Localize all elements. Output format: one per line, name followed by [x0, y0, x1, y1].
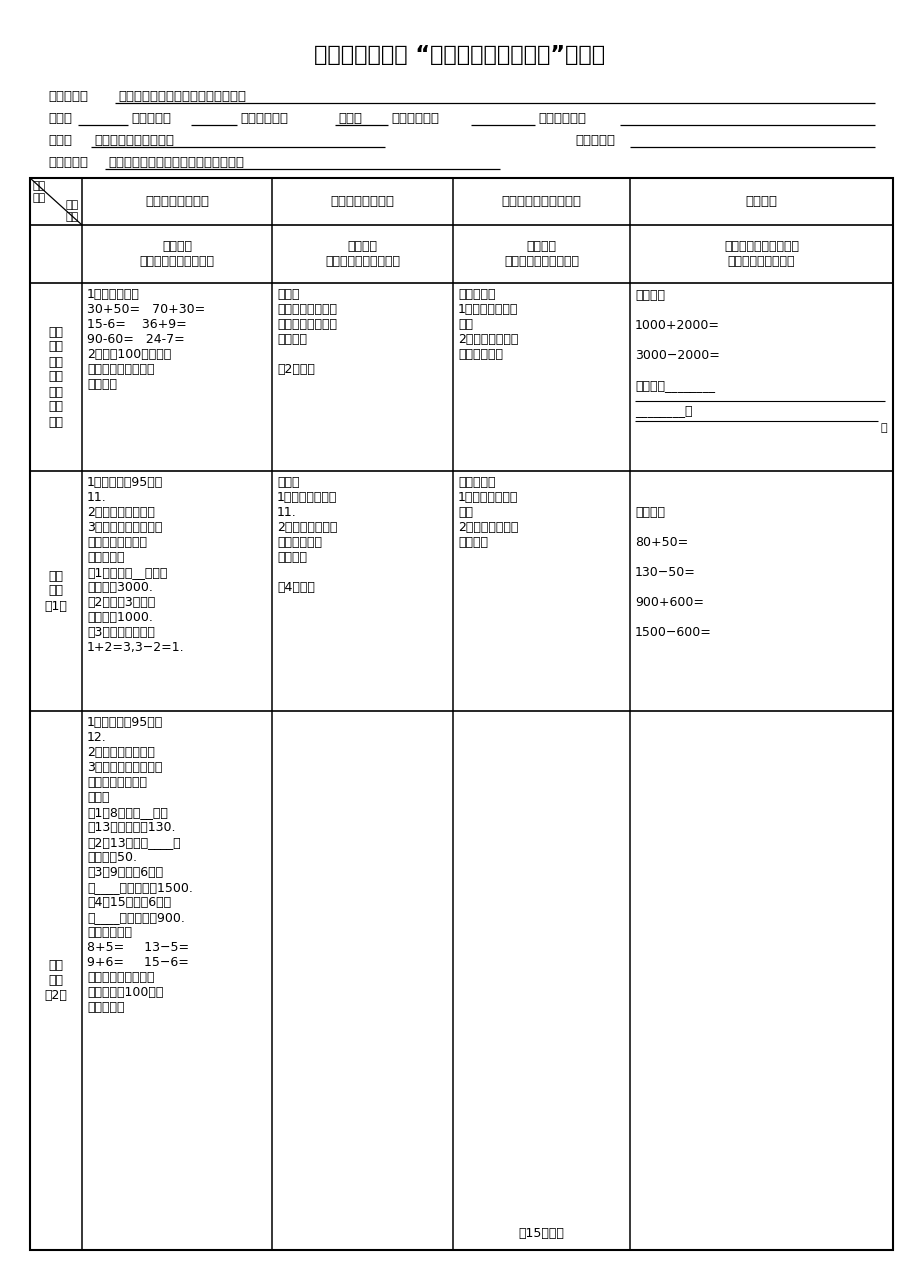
Text: 初案编制者：: 初案编制者：: [240, 112, 288, 125]
Text: 学习目标：: 学习目标：: [48, 156, 88, 169]
Text: 树不修，长不直；人不学，没知识。: 树不修，长不直；人不学，没知识。: [118, 89, 245, 103]
Text: 1、我来抢答。
30+50=   70+30=
15-6=    36+9=
90-60=   24-7=
2、说说100以内数的
进位加法和退位减法
的方法。: 1、我来抢答。 30+50= 70+30= 15-6= 36+9= 90-60=…: [87, 289, 205, 391]
Text: 自学指导
（内容、学法、时间）: 自学指导 （内容、学法、时间）: [140, 240, 214, 268]
Text: 。: 。: [880, 423, 887, 433]
Text: 课题：: 课题：: [48, 134, 72, 147]
Text: 1、自学教材95页列
11.
2、完成书上填空。
3、自己归纳整千加减
法（不进退位）的
口算方法。
（1）可以是__个千加
　个等于3000.
（2）所以3个: 1、自学教材95页列 11. 2、完成书上填空。 3、自己归纳整千加减 法（不进…: [87, 476, 185, 654]
Text: 授课日期：: 授课日期：: [130, 112, 171, 125]
Text: 展示单元一
1、展示自研模块
一。
2、写出算式，说
明口算方法。: 展示单元一 1、展示自研模块 一。 2、写出算式，说 明口算方法。: [458, 289, 517, 361]
Text: ________。: ________。: [634, 404, 692, 418]
Text: 整百、整千数的加减法: 整百、整千数的加减法: [94, 134, 174, 147]
Text: 展示单元二
1、展示自研模块
二。
2、写出算式，归
纳方法。: 展示单元二 1、展示自研模块 二。 2、写出算式，归 纳方法。: [458, 476, 517, 549]
Text: 导学
流程: 导学 流程: [65, 200, 79, 222]
Text: 仁怀市中枢一小 “四性四环节生态课堂”导学案: 仁怀市中枢一小 “四性四环节生态课堂”导学案: [314, 45, 605, 65]
Text: （15分钟）: （15分钟）: [518, 1227, 564, 1240]
Bar: [30, 178, 892, 1250]
Text: 对学：
小对子交流自学内
容，互相检查，达
成共识。

（2分钟）: 对学： 小对子交流自学内 容，互相检查，达 成共识。 （2分钟）: [277, 289, 336, 375]
Text: 1、自学教材95页列
12.
2、完成书上填空。
3、自己归纳整百、整
千数加减法的口算
方法。
（1）8个十加__个十
是13个十，就是130.
（2）13个: 1、自学教材95页列 12. 2、完成书上填空。 3、自己归纳整百、整 千数加减…: [87, 716, 193, 1014]
Text: 班级：: 班级：: [48, 112, 72, 125]
Text: 自研
模块
（1）: 自研 模块 （1）: [44, 570, 67, 613]
Text: 重点摘记、成果记录、
知识生成、规律总结: 重点摘记、成果记录、 知识生成、规律总结: [723, 240, 798, 268]
Text: 自学（自探环节）: 自学（自探环节）: [145, 195, 209, 208]
Text: 展学（提质措施环节）: 展学（提质措施环节）: [501, 195, 581, 208]
Text: 互动策略
（内容、形式、时间）: 互动策略 （内容、形式、时间）: [324, 240, 400, 268]
Text: 合学（探究环节）: 合学（探究环节）: [330, 195, 394, 208]
Text: 能正确熟练地口算整百整千数的加减。: 能正确熟练地口算整百整千数的加减。: [108, 156, 244, 169]
Text: 每日一句：: 每日一句：: [48, 89, 88, 103]
Text: 复习
旧知
（做
好学
习新
知辅
垫）: 复习 旧知 （做 好学 习新 知辅 垫）: [49, 326, 63, 429]
Text: 张连秀: 张连秀: [337, 112, 361, 125]
Text: 学生姓名：: 学生姓名：: [574, 134, 614, 147]
Text: 共案编制者：: 共案编制者：: [391, 112, 438, 125]
Text: 我会算：

80+50=

130−50=

900+600=

1500−600=: 我会算： 80+50= 130−50= 900+600= 1500−600=: [634, 506, 711, 638]
Text: 随堂笔记: 随堂笔记: [744, 195, 777, 208]
Text: 个案编制者：: 个案编制者：: [538, 112, 585, 125]
Text: 课堂
元素: 课堂 元素: [33, 181, 46, 203]
Text: 自研
模块
（2）: 自研 模块 （2）: [44, 959, 67, 1002]
Text: 展示方案
（内容、方式、时间）: 展示方案 （内容、方式、时间）: [504, 240, 578, 268]
Text: 我会算：

1000+2000=

3000−2000=

我发现了________: 我会算： 1000+2000= 3000−2000= 我发现了________: [634, 289, 720, 392]
Text: 群学：
1、小组内交流列
11.
2、小组内归纳整
百整千数的口
算方法。

（4分钟）: 群学： 1、小组内交流列 11. 2、小组内归纳整 百整千数的口 算方法。 （4…: [277, 476, 337, 594]
